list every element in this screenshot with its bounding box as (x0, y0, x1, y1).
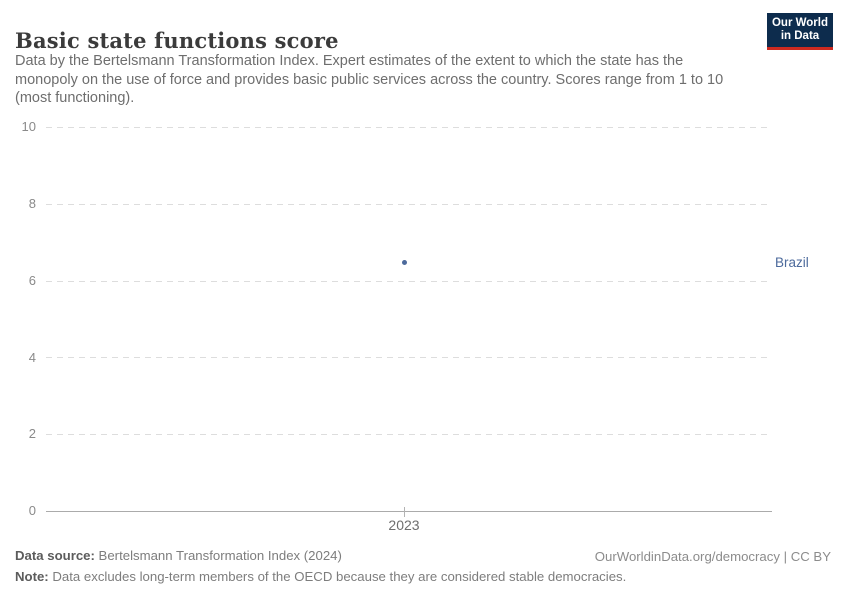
entity-label-brazil[interactable]: Brazil (775, 255, 809, 270)
note-label: Note: (15, 569, 49, 584)
gridline-8 (46, 204, 772, 205)
note-text: Data excludes long-term members of the O… (48, 569, 627, 584)
footer-url-license[interactable]: OurWorldinData.org/democracy | CC BY (594, 549, 831, 564)
data-source-label: Data source: (15, 548, 95, 563)
chart-subtitle: Data by the Bertelsmann Transformation I… (15, 53, 724, 106)
gridline-10 (46, 127, 772, 128)
x-axis-line (46, 511, 772, 512)
chart-title: Basic state functions score (15, 28, 339, 54)
owid-logo-line1: Our World (771, 17, 828, 29)
ytick-label-6: 6 (28, 273, 36, 288)
gridline-4 (46, 357, 772, 358)
ytick-label-4: 4 (28, 350, 36, 365)
owid-logo[interactable]: Our World in Data (767, 13, 833, 50)
ytick-label-10: 10 (21, 119, 36, 134)
data-source-text: Bertelsmann Transformation Index (2024) (94, 548, 342, 563)
data-point-brazil-2023[interactable] (402, 260, 407, 265)
footer-note: Note: Data excludes long-term members of… (15, 569, 626, 584)
ytick-label-0: 0 (28, 503, 36, 518)
xtick-label-2023: 2023 (388, 517, 420, 533)
owid-logo-line2: in Data (780, 30, 820, 42)
ytick-label-8: 8 (28, 196, 36, 211)
gridline-6 (46, 281, 772, 282)
gridline-2 (46, 434, 772, 435)
footer-data-source: Data source: Bertelsmann Transformation … (15, 548, 342, 563)
ytick-label-2: 2 (28, 426, 36, 441)
xtick-mark-2023 (404, 507, 405, 517)
